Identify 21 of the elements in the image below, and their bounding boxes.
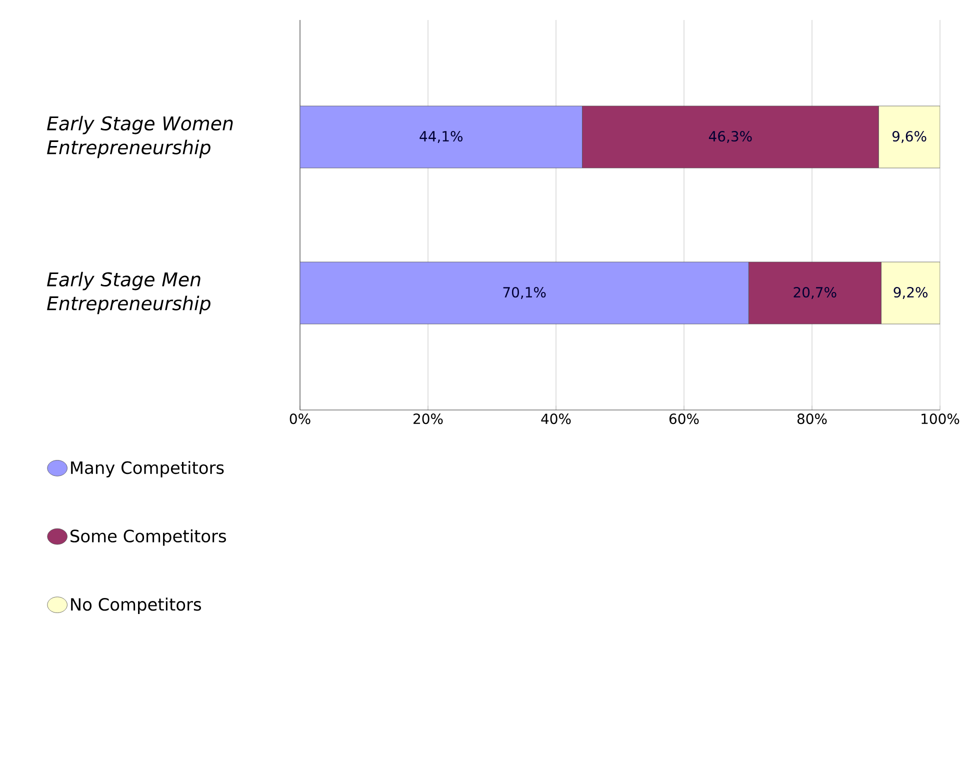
legend-label: Some Competitors <box>70 529 226 546</box>
x-tick-label: 20% <box>414 414 443 424</box>
x-tick-label: 60% <box>669 414 699 424</box>
data-label: 9,2% <box>894 286 928 299</box>
x-tick-label: 80% <box>797 414 827 424</box>
data-label: 70,1% <box>503 286 546 299</box>
bar <box>878 106 940 168</box>
legend-label: Many Competitors <box>71 460 224 478</box>
bar <box>300 262 749 324</box>
data-label: 44,1% <box>420 130 463 143</box>
x-tick-label: 100% <box>922 414 960 424</box>
legend-label: No Competitors <box>71 598 201 614</box>
y-tick-label: Early Stage Women Entrepreneurship <box>47 116 233 158</box>
data-label: 46,3% <box>708 130 752 143</box>
y-tick-label: Early Stage Men Entrepreneurship <box>47 272 210 314</box>
bar <box>880 262 940 324</box>
bar <box>300 106 582 168</box>
data-label: 9,6% <box>892 130 926 143</box>
x-tick-label: 40% <box>541 414 571 424</box>
data-label: 20,7% <box>794 286 836 299</box>
x-tick-label: 0% <box>290 414 310 424</box>
